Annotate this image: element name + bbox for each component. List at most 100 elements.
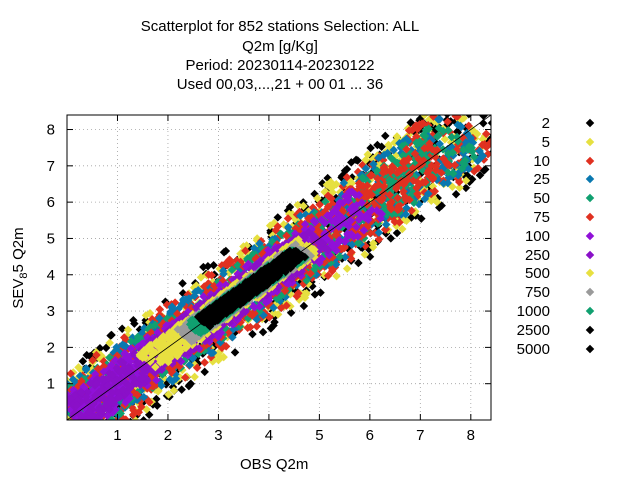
series-2-point — [340, 166, 350, 175]
series-5-point — [55, 393, 63, 401]
series-2-point — [34, 390, 42, 398]
series-10-point — [42, 394, 50, 402]
series-5-point — [440, 135, 450, 144]
series-5-point — [448, 104, 456, 112]
series-2-point — [89, 425, 97, 433]
series-5-point — [442, 93, 450, 101]
series-25-point — [47, 401, 55, 409]
series-10-point — [104, 427, 112, 435]
series-5-point — [326, 183, 336, 192]
series-5-point — [42, 392, 50, 400]
series-5-point — [293, 200, 302, 210]
series-2-point — [95, 434, 103, 442]
series-2-point — [209, 260, 218, 270]
series-2-point — [266, 324, 276, 333]
series-5-point — [93, 423, 101, 431]
series-2-point — [442, 115, 452, 119]
series-2-point — [270, 317, 279, 327]
series-10-point — [54, 395, 62, 403]
series-5-point — [439, 106, 447, 114]
series-10-point — [315, 200, 324, 209]
series-25-point — [54, 405, 62, 413]
series-5-point — [105, 338, 114, 348]
series-2-point — [487, 118, 491, 128]
series-2-point — [446, 89, 454, 97]
series-2-point — [47, 401, 55, 409]
series-5-point — [392, 132, 402, 141]
series-25-point — [96, 422, 104, 430]
series-10-point — [347, 248, 356, 257]
series-5-point — [432, 101, 440, 109]
series-10-point — [103, 425, 111, 433]
series-5-point — [398, 224, 407, 234]
series-5-point — [402, 216, 411, 226]
series-2-point — [439, 89, 447, 97]
series-5-point — [35, 389, 43, 397]
series-5-point — [95, 429, 103, 437]
series-2-point — [248, 329, 257, 339]
series-2-point — [79, 422, 87, 430]
series-5-point — [313, 194, 322, 203]
series-2-point — [286, 308, 296, 317]
series-250-point — [58, 405, 66, 413]
series-100-point — [50, 402, 58, 410]
series-5-point — [432, 197, 442, 207]
series-2-point — [95, 423, 103, 431]
series-2-point — [258, 327, 268, 337]
series-5-point — [368, 242, 378, 252]
series-2-point — [467, 175, 477, 184]
series-5-point — [219, 352, 228, 362]
series-2-point — [124, 423, 132, 431]
series-100-point — [85, 419, 94, 420]
series-5-point — [190, 372, 199, 382]
series-2-point — [106, 331, 115, 340]
series-5-point — [360, 250, 370, 259]
series-2-point — [392, 228, 402, 238]
series-50-point — [52, 395, 60, 403]
series-2-point — [285, 202, 295, 212]
series-10-point — [51, 393, 59, 401]
series-25-point — [94, 429, 102, 437]
series-2-point — [91, 427, 99, 435]
series-50-point — [92, 426, 100, 434]
series-5-point — [299, 201, 308, 211]
series-2-point — [186, 379, 196, 388]
title-line-1: Scatterplot for 852 stations Selection: … — [140, 18, 420, 35]
series-5-point — [443, 115, 453, 116]
series-25-point — [45, 394, 53, 402]
series-5-point — [153, 387, 163, 396]
series-5-point — [342, 264, 352, 273]
series-50-point — [56, 396, 64, 404]
series-50-point — [55, 390, 63, 398]
series-5-point — [74, 363, 83, 372]
series-25-point — [54, 404, 62, 412]
series-2-point — [230, 348, 240, 357]
series-5-point — [269, 308, 279, 318]
series-5-point — [58, 409, 66, 417]
series-10-point — [79, 423, 87, 431]
series-5-point — [444, 107, 452, 115]
series-5-point — [332, 180, 341, 189]
series-5-point — [461, 176, 471, 185]
series-25-point — [76, 421, 84, 429]
series-2-point — [101, 343, 111, 353]
series-100-point — [91, 421, 99, 429]
series-5-point — [164, 390, 173, 399]
series-2-point — [104, 438, 112, 446]
series-25-point — [53, 402, 61, 410]
series-50-point — [59, 391, 67, 399]
series-2-point — [84, 424, 92, 432]
series-5-point — [99, 427, 107, 435]
series-5-point — [368, 154, 378, 164]
series-2-point — [475, 170, 485, 180]
series-5-point — [196, 273, 206, 282]
series-2-point — [32, 390, 40, 398]
series-2-point — [54, 384, 62, 392]
title-line-2: Q2m [g/Kg] — [242, 38, 318, 55]
series-100-point — [83, 424, 91, 432]
series-2-point — [273, 213, 283, 222]
series-2-point — [461, 183, 471, 193]
series-10-point — [57, 385, 65, 393]
series-5-point — [91, 427, 99, 435]
